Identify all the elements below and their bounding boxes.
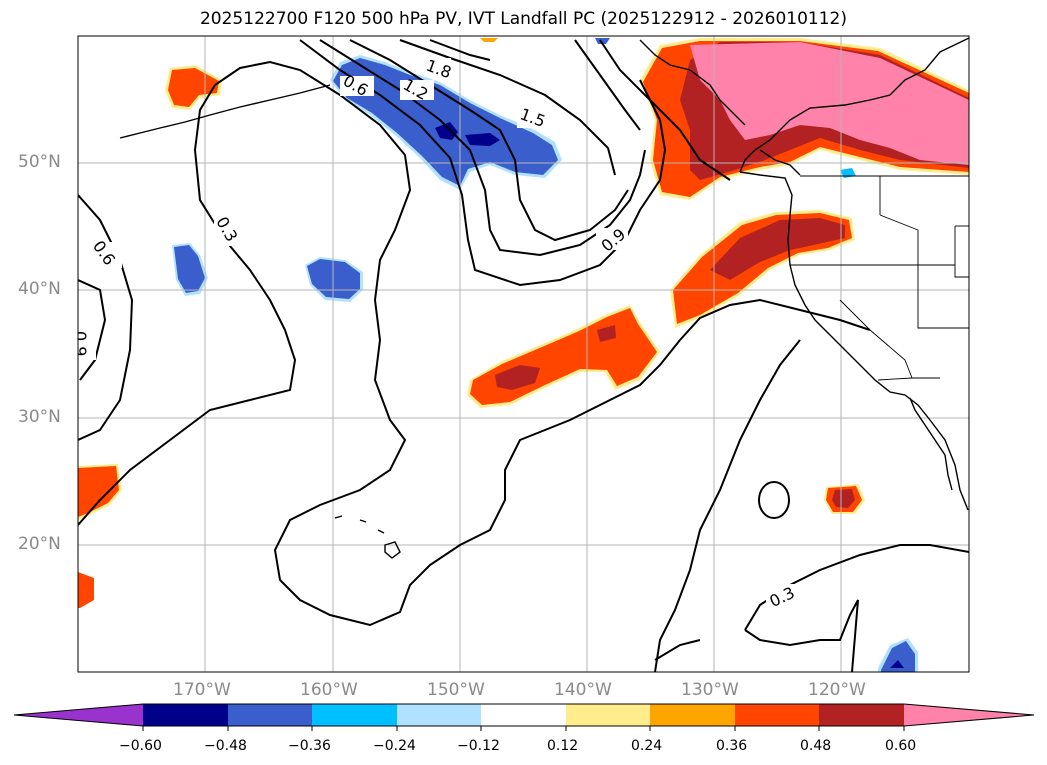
colorbar-bin <box>312 704 398 726</box>
lon-label: 170°W <box>173 680 231 700</box>
colorbar-extend-low <box>14 704 143 726</box>
colorbar-tick-label: −0.60 <box>119 738 162 754</box>
political-borders <box>790 175 969 381</box>
colorbar-tick-label: 0.60 <box>885 738 917 754</box>
colorbar-bin <box>819 704 905 726</box>
coastlines <box>119 37 969 559</box>
colorbar-tick-label: −0.48 <box>204 738 247 754</box>
colorbar-bin <box>143 704 229 726</box>
lat-label: 40°N <box>18 279 61 299</box>
contour-label: 0.9 <box>71 331 90 356</box>
colorbar-tick-label: 0.12 <box>547 738 579 754</box>
lon-label: 120°W <box>808 680 866 700</box>
pv-contours <box>78 39 969 672</box>
lat-label: 50°N <box>18 152 61 172</box>
colorbar-tick-label: −0.12 <box>457 738 500 754</box>
colorbar-tick-label: −0.24 <box>373 738 416 754</box>
ivt-pc-positive-band <box>78 38 865 608</box>
lon-label: 150°W <box>427 680 485 700</box>
colorbar <box>13 703 1035 731</box>
map-frame <box>77 35 970 673</box>
colorbar-bin <box>397 704 482 726</box>
colorbar-bin <box>566 704 651 726</box>
figure-title: 2025122700 F120 500 hPa PV, IVT Landfall… <box>199 9 847 29</box>
ivt-pc-positive-north <box>640 38 969 200</box>
colorbar-tick-label: 0.36 <box>716 738 748 754</box>
contour-label-group: 1.8 1.2 0.6 1.5 0.9 0.3 0.6 0.9 0.3 <box>71 56 800 611</box>
lon-label: 160°W <box>300 680 358 700</box>
colorbar-bin <box>735 704 820 726</box>
colorbar-tick-label: 0.24 <box>631 738 663 754</box>
colorbar-tick-label: −0.36 <box>288 738 331 754</box>
lat-label: 20°N <box>18 534 61 554</box>
lon-label: 130°W <box>681 680 739 700</box>
colorbar-tick-label: 0.48 <box>800 738 832 754</box>
lat-label: 30°N <box>18 407 61 427</box>
lon-label: 140°W <box>554 680 612 700</box>
map-area: 1.8 1.2 0.6 1.5 0.9 0.3 0.6 0.9 0.3 <box>71 36 969 672</box>
colorbar-bin <box>228 704 313 726</box>
colorbar-bin <box>650 704 736 726</box>
colorbar-bin <box>481 704 567 726</box>
gridlines <box>78 36 969 672</box>
colorbar-extend-high <box>904 704 1034 726</box>
